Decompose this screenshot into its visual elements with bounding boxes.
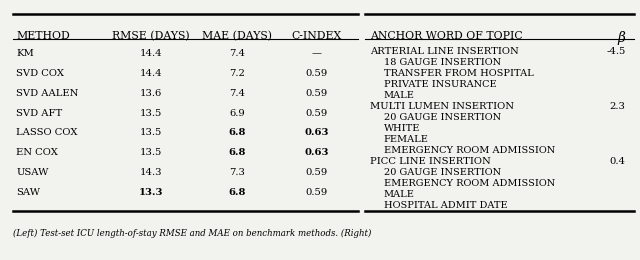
Text: 6.9: 6.9 [230, 109, 245, 118]
Text: 13.5: 13.5 [140, 109, 162, 118]
Text: 20 GAUGE INSERTION: 20 GAUGE INSERTION [383, 168, 500, 177]
Text: 13.6: 13.6 [140, 89, 162, 98]
Text: 0.59: 0.59 [306, 89, 328, 98]
Text: KM: KM [16, 49, 34, 58]
Text: HOSPITAL ADMIT DATE: HOSPITAL ADMIT DATE [383, 202, 508, 210]
Text: 7.3: 7.3 [230, 168, 245, 177]
Text: 20 GAUGE INSERTION: 20 GAUGE INSERTION [383, 113, 500, 122]
Text: 7.4: 7.4 [230, 49, 246, 58]
Text: 0.59: 0.59 [306, 188, 328, 197]
Text: 18 GAUGE INSERTION: 18 GAUGE INSERTION [383, 58, 500, 67]
Text: RMSE (DAYS): RMSE (DAYS) [112, 31, 190, 41]
Text: EMERGENCY ROOM ADMISSION: EMERGENCY ROOM ADMISSION [383, 146, 555, 155]
Text: 0.59: 0.59 [306, 69, 328, 78]
Text: SAW: SAW [16, 188, 40, 197]
Text: USAW: USAW [16, 168, 49, 177]
Text: METHOD: METHOD [16, 31, 70, 41]
Text: 13.5: 13.5 [140, 128, 162, 138]
Text: 0.63: 0.63 [305, 148, 329, 157]
Text: (Left) Test-set ICU length-of-stay RMSE and MAE on benchmark methods. (Right): (Left) Test-set ICU length-of-stay RMSE … [13, 229, 371, 238]
Text: EMERGENCY ROOM ADMISSION: EMERGENCY ROOM ADMISSION [383, 179, 555, 188]
Text: EN COX: EN COX [16, 148, 58, 157]
Text: PICC LINE INSERTION: PICC LINE INSERTION [370, 157, 491, 166]
Text: TRANSFER FROM HOSPITAL: TRANSFER FROM HOSPITAL [383, 69, 533, 78]
Text: —: — [312, 49, 322, 58]
Text: 14.3: 14.3 [140, 168, 163, 177]
Text: 6.8: 6.8 [228, 148, 246, 157]
Text: 13.3: 13.3 [139, 188, 163, 197]
Text: C-INDEX: C-INDEX [292, 31, 342, 41]
Text: -4.5: -4.5 [606, 47, 625, 56]
Text: SVD COX: SVD COX [16, 69, 64, 78]
Text: 14.4: 14.4 [140, 49, 163, 58]
Text: 6.8: 6.8 [228, 188, 246, 197]
Text: FEMALE: FEMALE [383, 135, 429, 144]
Text: SVD AFT: SVD AFT [16, 109, 63, 118]
Text: β: β [618, 31, 625, 45]
Text: SVD AALEN: SVD AALEN [16, 89, 79, 98]
Text: 6.8: 6.8 [228, 128, 246, 138]
Text: PRIVATE INSURANCE: PRIVATE INSURANCE [383, 80, 496, 89]
Text: LASSO COX: LASSO COX [16, 128, 77, 138]
Text: WHITE: WHITE [383, 124, 420, 133]
Text: 0.59: 0.59 [306, 168, 328, 177]
Text: 0.4: 0.4 [609, 157, 625, 166]
Text: MULTI LUMEN INSERTION: MULTI LUMEN INSERTION [370, 102, 514, 111]
Text: ANCHOR WORD OF TOPIC: ANCHOR WORD OF TOPIC [370, 31, 523, 41]
Text: MALE: MALE [383, 190, 415, 199]
Text: 13.5: 13.5 [140, 148, 162, 157]
Text: MALE: MALE [383, 91, 415, 100]
Text: MAE (DAYS): MAE (DAYS) [202, 31, 273, 41]
Text: 7.4: 7.4 [230, 89, 246, 98]
Text: 14.4: 14.4 [140, 69, 163, 78]
Text: 7.2: 7.2 [230, 69, 245, 78]
Text: 0.63: 0.63 [305, 128, 329, 138]
Text: ARTERIAL LINE INSERTION: ARTERIAL LINE INSERTION [370, 47, 519, 56]
Text: 0.59: 0.59 [306, 109, 328, 118]
Text: 2.3: 2.3 [610, 102, 625, 111]
